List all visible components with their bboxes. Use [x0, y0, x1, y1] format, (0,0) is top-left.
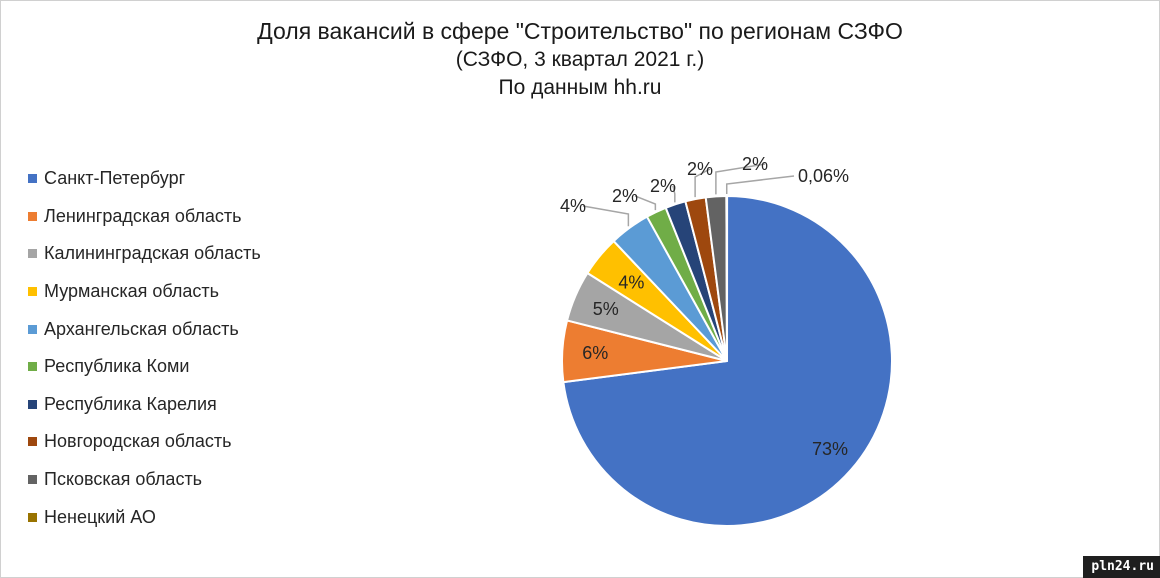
slice-data-label: 5% [593, 299, 619, 319]
legend-label: Калининградская область [44, 243, 261, 264]
legend-item: Архангельская область [28, 310, 261, 348]
slice-data-label: 6% [582, 343, 608, 363]
slice-data-label: 2% [742, 154, 768, 174]
slice-data-label: 73% [812, 439, 848, 459]
legend-item: Калининградская область [28, 235, 261, 273]
legend-swatch [28, 512, 37, 522]
legend-item: Псковская область [28, 461, 261, 499]
legend-swatch [28, 249, 37, 259]
legend-swatch [28, 287, 37, 297]
leader-line [634, 195, 657, 211]
legend-swatch [28, 362, 37, 372]
slice-data-label: 0,06% [798, 166, 849, 186]
legend-item: Новгородская область [28, 423, 261, 461]
chart-legend: Санкт-Петербург Ленинградская область Кали… [28, 160, 261, 536]
chart-subtitle-line-1: (СЗФО, 3 квартал 2021 г.) [455, 48, 705, 71]
legend-swatch [28, 437, 37, 447]
legend-label: Республика Коми [44, 356, 190, 377]
legend-label: Республика Карелия [44, 393, 217, 414]
leader-line [582, 205, 630, 227]
legend-label: Псковская область [44, 469, 203, 490]
legend-label: Архангельская область [44, 318, 239, 339]
chart-title: Доля вакансий в сфере "Строительство" по… [257, 18, 903, 44]
legend-swatch [28, 174, 37, 184]
slice-data-label: 4% [560, 196, 586, 216]
leader-line [672, 185, 676, 203]
legend-item: Ленинградская область [28, 198, 261, 236]
legend-item: Санкт-Петербург [28, 160, 261, 198]
slice-data-label: 4% [618, 272, 644, 292]
legend-label: Ленинградская область [44, 205, 242, 226]
legend-label: Ненецкий АО [44, 506, 156, 527]
leader-line [725, 175, 795, 195]
slice-data-label: 2% [650, 176, 676, 196]
chart-subtitle-line-2: По данным hh.ru [498, 76, 662, 99]
legend-swatch [28, 211, 37, 221]
legend-item: Ненецкий АО [28, 498, 261, 536]
legend-swatch [28, 399, 37, 409]
legend-item: Республика Карелия [28, 386, 261, 424]
legend-item: Республика Коми [28, 348, 261, 386]
slice-data-label: 2% [687, 159, 713, 179]
leader-line [694, 168, 711, 198]
chart-titles: Доля вакансий в сфере "Строительство" по… [0, 16, 1160, 102]
legend-swatch [28, 324, 37, 334]
legend-label: Новгородская область [44, 431, 232, 452]
legend-item: Мурманская область [28, 273, 261, 311]
watermark-logo: pln24.ru [1083, 556, 1160, 578]
legend-label: Санкт-Петербург [44, 168, 186, 189]
leader-line [715, 163, 766, 195]
slice-data-label: 2% [612, 186, 638, 206]
pie-slice [725, 194, 729, 362]
legend-label: Мурманская область [44, 281, 220, 302]
legend-swatch [28, 475, 37, 485]
